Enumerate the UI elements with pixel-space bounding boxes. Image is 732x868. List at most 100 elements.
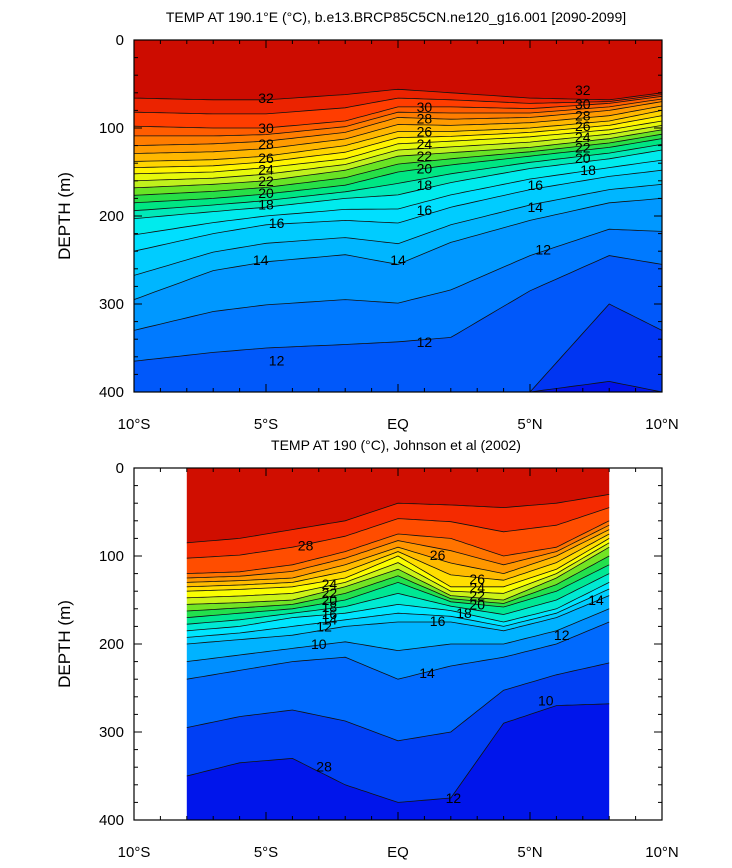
- temperature-band: [186, 662, 610, 803]
- contour-label: 24: [575, 129, 591, 145]
- axes: 10°S 5°S EQ 5°N 10°N 0 100 200 300 400 D…: [55, 460, 679, 861]
- contour-label: 28: [298, 537, 314, 553]
- contour-label: 22: [575, 139, 591, 155]
- contour-label: 22: [417, 148, 433, 164]
- contour-label: 12: [535, 241, 551, 257]
- isotherm-line-14: [134, 198, 662, 300]
- temperature-band: [186, 582, 610, 638]
- temperature-band: [134, 184, 662, 300]
- chart-panel-model: TEMP AT 190.1°E (°C), b.e13.BRCP85C5CN.n…: [55, 9, 679, 433]
- contour-fills: [186, 468, 610, 820]
- contour-label: 24: [322, 576, 338, 592]
- temperature-band: [186, 703, 610, 820]
- temperature-band: [134, 144, 662, 219]
- axes: 10°S 5°S EQ 5°N 10°N 0 100 200 300 400 D…: [55, 32, 679, 433]
- contour-label: 12: [269, 352, 285, 368]
- temperature-band: [134, 115, 662, 174]
- contour-label: 14: [253, 252, 269, 268]
- isotherm-line-15: [186, 588, 610, 638]
- contour-label: 16: [322, 606, 338, 622]
- contour-label: 10: [538, 692, 554, 708]
- temperature-band: [186, 542, 610, 605]
- isotherm-line-31: [134, 94, 662, 115]
- contour-label: 24: [417, 136, 433, 152]
- x-tick-label: 10°N: [645, 844, 679, 861]
- isotherm-line-23: [134, 125, 662, 182]
- temperature-band: [186, 525, 610, 583]
- contour-lines: [186, 494, 610, 803]
- y-tick-label: 300: [99, 724, 124, 741]
- contour-label: 26: [258, 150, 274, 166]
- y-axis: 0 100 200 300 400 DEPTH (m): [55, 32, 124, 401]
- y-tick-label: 0: [116, 460, 124, 477]
- temperature-band: [134, 110, 662, 168]
- x-axis: 10°S 5°S EQ 5°N 10°N: [118, 844, 679, 861]
- contour-fills: [134, 40, 662, 392]
- temperature-band: [134, 229, 662, 362]
- y-tick-label: 400: [99, 384, 124, 401]
- contour-label: 22: [258, 173, 274, 189]
- temperature-band: [134, 138, 662, 211]
- isotherm-line-29: [134, 98, 662, 137]
- contour-labels: 3230282624222018161412302826242220181614…: [253, 82, 596, 368]
- temperature-band: [134, 150, 662, 235]
- x-tick-label: 5°S: [254, 844, 278, 861]
- x-axis: 10°S 5°S EQ 5°N 10°N: [118, 416, 679, 433]
- contour-label: 26: [575, 118, 591, 134]
- x-tick-label: 5°S: [254, 416, 278, 433]
- y-tick-label: 100: [99, 120, 124, 137]
- contour-label: 16: [417, 202, 433, 218]
- contour-label: 14: [419, 665, 435, 681]
- contour-label: 20: [417, 161, 433, 177]
- y-tick-label: 400: [99, 812, 124, 829]
- isotherm-line-11: [186, 662, 610, 742]
- contour-label: 26: [469, 571, 485, 587]
- y-axis-label: DEPTH (m): [55, 600, 74, 688]
- isotherm-line-28: [134, 101, 662, 146]
- isotherm-line-25: [186, 524, 610, 579]
- contour-label: 18: [417, 177, 433, 193]
- isotherm-line-11: [134, 303, 662, 392]
- temperature-band: [134, 99, 662, 146]
- isotherm-line-20: [186, 546, 610, 605]
- y-tick-label: 300: [99, 296, 124, 313]
- x-tick-label: 10°S: [118, 416, 151, 433]
- contour-label: 24: [469, 580, 485, 596]
- contour-label: 32: [258, 90, 274, 106]
- contour-label: 28: [575, 108, 591, 124]
- isotherm-line-27: [186, 507, 610, 559]
- contour-label: 26: [417, 124, 433, 140]
- isotherm-line-19: [186, 555, 610, 612]
- temperature-band: [186, 573, 610, 631]
- temperature-band: [134, 255, 662, 392]
- chart-panel-observations: TEMP AT 190 (°C), Johnson et al (2002) 2…: [55, 437, 679, 861]
- isotherm-line-25: [134, 115, 662, 168]
- isotherm-line-28: [186, 494, 610, 544]
- temperature-band: [134, 170, 662, 276]
- contour-label: 22: [469, 588, 485, 604]
- isotherm-line-16: [134, 169, 662, 252]
- y-axis: 0 100 200 300 400 DEPTH (m): [55, 460, 124, 829]
- x-tick-label: 5°N: [517, 844, 542, 861]
- y-tick-label: 0: [116, 32, 124, 49]
- isotherm-line-18: [134, 149, 662, 219]
- isotherm-line-10: [134, 380, 662, 392]
- isotherm-line-16: [186, 582, 610, 632]
- temperature-band: [134, 160, 662, 252]
- temperature-band: [186, 547, 610, 611]
- contour-label: 28: [316, 758, 332, 774]
- temperature-band: [134, 134, 662, 203]
- isotherm-line-19: [134, 143, 662, 212]
- contour-label: 32: [575, 82, 591, 98]
- contour-label: 26: [430, 547, 446, 563]
- temperature-band: [186, 494, 610, 559]
- isotherm-line-22: [186, 538, 610, 592]
- isotherm-line-32: [134, 88, 662, 101]
- contour-label: 18: [580, 162, 596, 178]
- isotherm-line-17: [134, 159, 662, 236]
- contour-label: 12: [316, 618, 332, 634]
- isotherm-line-12: [186, 621, 610, 680]
- temperature-band: [186, 622, 610, 741]
- isotherm-line-17: [186, 573, 610, 625]
